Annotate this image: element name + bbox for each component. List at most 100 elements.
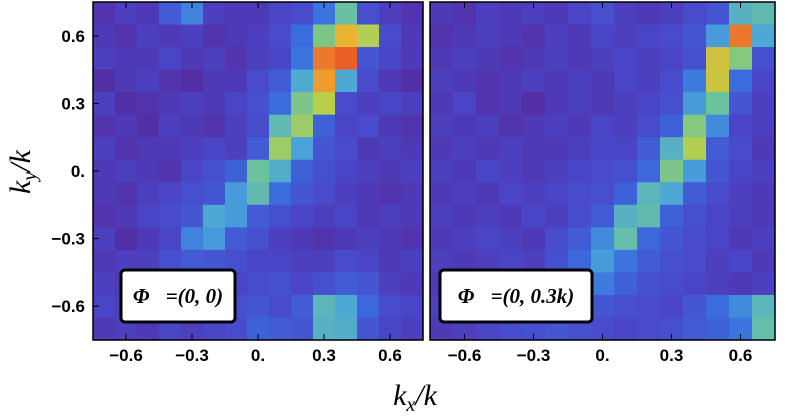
heatmap-cell [522,47,546,71]
heatmap-cell [499,249,523,273]
heatmap-cell [545,24,569,48]
heatmap-cell [453,204,477,228]
heatmap-cell [313,317,336,341]
heatmap-cell [225,92,248,116]
heatmap-cell [291,137,314,161]
heatmap-cell [291,204,314,228]
heatmap-cell [637,159,661,183]
heatmap-cell [706,317,730,341]
heatmap-cell [637,47,661,71]
heatmap-cell [93,204,116,228]
heatmap-cell [115,47,138,71]
heatmap-cell [614,294,638,319]
heatmap-cell [752,317,776,341]
heatmap-cell [93,114,116,138]
heatmap-cell [247,249,270,273]
heatmap-cell [247,114,270,138]
heatmap-cell [591,24,615,48]
heatmap-cell [729,204,753,228]
heatmap-cell [430,227,454,251]
heatmap-cell [476,24,500,48]
heatmap-cell [752,2,776,26]
heatmap-cell [137,114,160,138]
heatmap-cell [159,114,182,138]
heatmap-cell [476,182,500,206]
heatmap-cell [683,24,707,48]
heatmap-cell [522,24,546,48]
heatmap-cell [401,24,424,48]
heatmap-cell [568,2,592,26]
annotation-left: Φ⃗=(0, 0) [133,284,223,308]
heatmap-cell [637,69,661,93]
heatmap-cell [545,227,569,251]
heatmap-cell [115,159,138,183]
heatmap-cell [591,69,615,93]
heatmap-cell [93,294,116,319]
heatmap-cell [335,294,358,319]
heatmap-cell [225,114,248,138]
heatmap-cell [291,249,314,273]
heatmap-cell [357,69,380,93]
heatmap-cell [401,114,424,138]
heatmap-cell [614,47,638,71]
heatmap-cell [335,204,358,228]
heatmap-cell [291,69,314,93]
heatmap-cell [683,69,707,93]
heatmap-cell [225,2,248,26]
heatmap-cell [335,92,358,116]
heatmap-cell [614,204,638,228]
heatmap-cell [545,47,569,71]
heatmap-cell [614,317,638,341]
heatmap-cell [269,204,292,228]
heatmap-cell [181,69,204,93]
heatmap-cell [453,24,477,48]
heatmap-cell [93,272,116,296]
heatmap-cell [752,272,776,296]
heatmap-cell [499,182,523,206]
heatmap-cell [614,159,638,183]
heatmap-cell [247,92,270,116]
heatmap-cell [453,47,477,71]
heatmap-cell [591,182,615,206]
ticks-left: −0.6 −0.3 0. 0.3 0.6 0.6 0.3 0. −0.3 −0.6 [51,2,402,365]
heatmap-cell [269,137,292,161]
heatmap-cell [729,24,753,48]
heatmap-cell [752,227,776,251]
heatmap-cell [706,204,730,228]
heatmap-cell [453,114,477,138]
heatmap-cell [379,47,402,71]
heatmap-cell [203,137,226,161]
heatmap-cell [660,159,684,183]
heatmap-cell [476,137,500,161]
heatmap-cell [522,92,546,116]
heatmap-cell [522,182,546,206]
heatmap-cell [247,317,270,341]
annotation-box-left: Φ⃗=(0, 0) [119,268,237,324]
heatmap-cell [357,2,380,26]
heatmap-cell [706,47,730,71]
y-axis-label: ky/k [4,149,41,194]
heatmap-cell [683,182,707,206]
heatmap-cell [430,92,454,116]
heatmap-cell [225,249,248,273]
heatmap-cell [614,114,638,138]
heatmap-cell [357,227,380,251]
heatmap-cell [729,317,753,341]
heatmap-cell [93,137,116,161]
heatmap-cell [357,204,380,228]
heatmap-cell [269,92,292,116]
heatmap-cell [499,204,523,228]
heatmap-cell [545,249,569,273]
heatmap-cell [159,2,182,26]
heatmap-cell [379,114,402,138]
heatmap-cell [335,272,358,296]
heatmap-cell [637,114,661,138]
heatmap-cell [247,137,270,161]
heatmap-cell [752,114,776,138]
heatmap-cell [706,182,730,206]
heatmap-cell [522,2,546,26]
heatmap-cell [545,159,569,183]
heatmap-cell [335,69,358,93]
heatmap-cell [225,137,248,161]
heatmap-cell [660,294,684,319]
